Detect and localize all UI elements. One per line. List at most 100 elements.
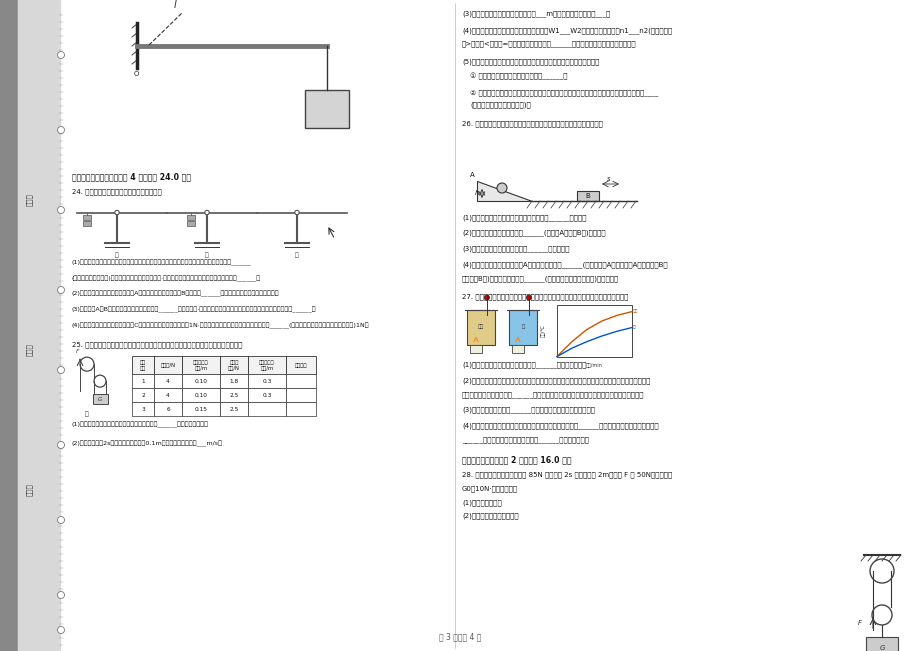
Text: F: F bbox=[857, 620, 861, 626]
Text: 四、实验探究题（本大题共 4 小题，共 24.0 分）: 四、实验探究题（本大题共 4 小题，共 24.0 分） bbox=[72, 172, 191, 181]
Text: 乙: 乙 bbox=[205, 253, 209, 258]
Text: 温度如图乙所示，其示数为______（根据实验数据绘制温度与时间的关系图像，如图丙所示：: 温度如图乙所示，其示数为______（根据实验数据绘制温度与时间的关系图像，如图… bbox=[461, 391, 644, 398]
Bar bbox=[865, 637, 897, 651]
Circle shape bbox=[294, 210, 299, 215]
Circle shape bbox=[205, 210, 209, 215]
Text: 0.10: 0.10 bbox=[194, 393, 208, 398]
Text: B: B bbox=[585, 193, 590, 199]
Bar bbox=[187, 221, 195, 225]
Text: (选填「相同」或「不相同」)。: (选填「相同」或「不相同」)。 bbox=[470, 102, 530, 108]
Text: 丙: 丙 bbox=[295, 253, 299, 258]
Text: 班级：: 班级： bbox=[26, 344, 32, 356]
Circle shape bbox=[57, 626, 64, 633]
Text: (1)实验中，使用滑轮组提升重物时，应竖直向上______拉动弹簧测力计。: (1)实验中，使用滑轮组提升重物时，应竖直向上______拉动弹簧测力计。 bbox=[72, 422, 209, 428]
Text: 1: 1 bbox=[141, 379, 144, 383]
Text: O: O bbox=[133, 71, 139, 77]
Text: (4)他改用弹簧测力计在图乙所示的C位置斜向下拉，若每个钩码重1N·当杠杆在水平位置平衡时，测力计的示数______(选填「大于」、「等于」或「小于」)1N。: (4)他改用弹簧测力计在图乙所示的C位置斜向下拉，若每个钩码重1N·当杠杆在水平… bbox=[72, 322, 369, 329]
Bar bbox=[153, 388, 182, 402]
Bar bbox=[286, 356, 315, 374]
Circle shape bbox=[57, 286, 64, 294]
Bar bbox=[131, 374, 153, 388]
Text: 水: 水 bbox=[521, 324, 524, 329]
Text: (4)分析图像可知，对于质量相等的沙子和水，升温较快的是______；若使两者升高相同的温度，则: (4)分析图像可知，对于质量相等的沙子和水，升温较快的是______；若使两者升… bbox=[461, 422, 658, 429]
Text: 1.8: 1.8 bbox=[229, 379, 238, 383]
Text: (1)在两烧杯中分别装入初温度相同且______等的沙子和水。: (1)在两烧杯中分别装入初温度相同且______等的沙子和水。 bbox=[461, 361, 586, 368]
Text: 考号：: 考号： bbox=[26, 193, 32, 206]
Bar bbox=[576, 191, 598, 201]
Text: 0.10: 0.10 bbox=[194, 379, 208, 383]
Bar bbox=[18, 0, 60, 651]
Circle shape bbox=[57, 441, 64, 449]
Text: (2)该实验物体的动能是指物体______(选填「A」或「B」)的动能。: (2)该实验物体的动能是指物体______(选填「A」或「B」)的动能。 bbox=[461, 230, 605, 236]
Bar bbox=[131, 402, 153, 416]
Text: 甲: 甲 bbox=[115, 253, 119, 258]
Circle shape bbox=[57, 367, 64, 374]
Text: 沙子: 沙子 bbox=[632, 310, 638, 314]
Text: (3)实验中，是通过比较______来间接反映沙子和水吸收的热量。: (3)实验中，是通过比较______来间接反映沙子和水吸收的热量。 bbox=[461, 407, 595, 413]
Bar bbox=[153, 402, 182, 416]
Text: 钩码上升的
高度/m: 钩码上升的 高度/m bbox=[193, 360, 209, 370]
Text: 实验
次数: 实验 次数 bbox=[140, 360, 146, 370]
Text: (3)如果再在A、B两处各多挂一个钩码，杠杆的______端将会下沉·此后，小红又经过多次实验，得出的杠杆的平衡条件是______。: (3)如果再在A、B两处各多挂一个钩码，杠杆的______端将会下沉·此后，小红… bbox=[72, 307, 316, 313]
Text: l: l bbox=[174, 0, 176, 10]
Bar bbox=[220, 356, 248, 374]
Bar bbox=[248, 388, 286, 402]
Text: 绳端移动的
距离/m: 绳端移动的 距离/m bbox=[259, 360, 275, 370]
Text: (3)第三次实验中，绳端移动的距离为___m，滑轮组的机械效率为___。: (3)第三次实验中，绳端移动的距离为___m，滑轮组的机械效率为___。 bbox=[461, 10, 609, 17]
Text: 0.3: 0.3 bbox=[262, 393, 271, 398]
Text: 2.5: 2.5 bbox=[229, 407, 238, 411]
Text: F: F bbox=[75, 349, 78, 354]
Text: (2)杠杆平衡后，小明在图甲所示的A位置挂上两个钩码，可在B位置挂上______个钩码，使杠杆在水平位置平衡。: (2)杠杆平衡后，小明在图甲所示的A位置挂上两个钩码，可在B位置挂上______… bbox=[72, 291, 279, 298]
Bar bbox=[93, 394, 108, 404]
Text: 2.5: 2.5 bbox=[229, 393, 238, 398]
Text: 24. 小明在探究「杠杆的平衡条件」实验中。: 24. 小明在探究「杠杆的平衡条件」实验中。 bbox=[72, 189, 162, 195]
Bar bbox=[248, 402, 286, 416]
Bar bbox=[153, 356, 182, 374]
Circle shape bbox=[57, 206, 64, 214]
Bar bbox=[220, 374, 248, 388]
Bar bbox=[286, 402, 315, 416]
Text: 27. 利用如图甲所示的实验装置探究「沙子和水的温度变化与吸热的关系」操作如下：: 27. 利用如图甲所示的实验装置探究「沙子和水的温度变化与吸热的关系」操作如下： bbox=[461, 294, 628, 300]
Bar bbox=[220, 388, 248, 402]
Text: 4: 4 bbox=[166, 393, 170, 398]
Bar bbox=[187, 215, 195, 219]
Bar bbox=[153, 374, 182, 388]
Bar bbox=[182, 402, 220, 416]
Text: 26. 如图是探究「物体的动能的大小与什么因素有关？」的实验示意图。: 26. 如图是探究「物体的动能的大小与什么因素有关？」的实验示意图。 bbox=[461, 120, 602, 127]
Text: h: h bbox=[474, 190, 479, 196]
Bar bbox=[248, 374, 286, 388]
Text: A: A bbox=[470, 172, 474, 178]
Text: 2: 2 bbox=[141, 393, 144, 398]
Circle shape bbox=[484, 295, 489, 300]
Text: 或「碰后B」)的速度，它是通过______(选填「高度」或「质量」)来改变的。: 或「碰后B」)的速度，它是通过______(选填「高度」或「质量」)来改变的。 bbox=[461, 275, 618, 282]
Text: 第 3 页，共 4 页: 第 3 页，共 4 页 bbox=[438, 632, 481, 641]
Text: 水: 水 bbox=[632, 326, 635, 329]
FancyBboxPatch shape bbox=[508, 309, 537, 344]
Text: 五、计算题（本大题共 2 小题，共 16.0 分）: 五、计算题（本大题共 2 小题，共 16.0 分） bbox=[461, 455, 571, 464]
Bar bbox=[182, 388, 220, 402]
Text: (1)该实验要探究的是物体动能的大小与物体______的关系。: (1)该实验要探究的是物体动能的大小与物体______的关系。 bbox=[461, 214, 586, 221]
Text: 温度/℃: 温度/℃ bbox=[540, 324, 545, 337]
Text: 时间/min: 时间/min bbox=[585, 363, 602, 368]
Text: ① 小红多使用一个滑轮，目的是为了______。: ① 小红多使用一个滑轮，目的是为了______。 bbox=[470, 73, 567, 80]
Bar bbox=[220, 402, 248, 416]
Circle shape bbox=[57, 592, 64, 598]
Circle shape bbox=[496, 183, 506, 193]
Text: (5)小红在小明实验的基础上多使用一个滑轮也做了实验，如图乙所示。: (5)小红在小明实验的基础上多使用一个滑轮也做了实验，如图乙所示。 bbox=[461, 59, 598, 65]
Text: 25. 小明同学用如图甲所示的实验装置测量滑轮组的机械效率，相关数据记录在下表中。: 25. 小明同学用如图甲所示的实验装置测量滑轮组的机械效率，相关数据记录在下表中… bbox=[72, 342, 243, 348]
Bar bbox=[305, 90, 348, 128]
Text: 沙子: 沙子 bbox=[477, 324, 483, 329]
Text: (2)用相同的酒精灯大信加热，并用玻璃棒不断搅拌，每隔相同的时间记录一次温度，其中某时刻的: (2)用相同的酒精灯大信加热，并用玻璃棒不断搅拌，每隔相同的时间记录一次温度，其… bbox=[461, 378, 650, 384]
Text: 0.3: 0.3 bbox=[262, 379, 271, 383]
Bar bbox=[248, 356, 286, 374]
Bar bbox=[286, 374, 315, 388]
Text: (4)该实验物体的速度是指物体A从斜面上静止滑下______(选填「碰前A」、「碰后A」、「碰前B」: (4)该实验物体的速度是指物体A从斜面上静止滑下______(选填「碰前A」、「… bbox=[461, 261, 667, 268]
Text: ② 当这两位同学使用各自的滑轮组提升相同的重物时，若都略重量及摩擦，它们的机械效率____: ② 当这两位同学使用各自的滑轮组提升相同的重物时，若都略重量及摩擦，它们的机械效… bbox=[470, 89, 657, 96]
Text: s: s bbox=[607, 176, 610, 182]
Bar bbox=[182, 374, 220, 388]
Bar bbox=[286, 388, 315, 402]
Text: G0为10N·求此过程中：: G0为10N·求此过程中： bbox=[461, 486, 517, 492]
Bar bbox=[83, 221, 91, 225]
Circle shape bbox=[57, 516, 64, 523]
Text: 姓名：: 姓名： bbox=[26, 484, 32, 496]
